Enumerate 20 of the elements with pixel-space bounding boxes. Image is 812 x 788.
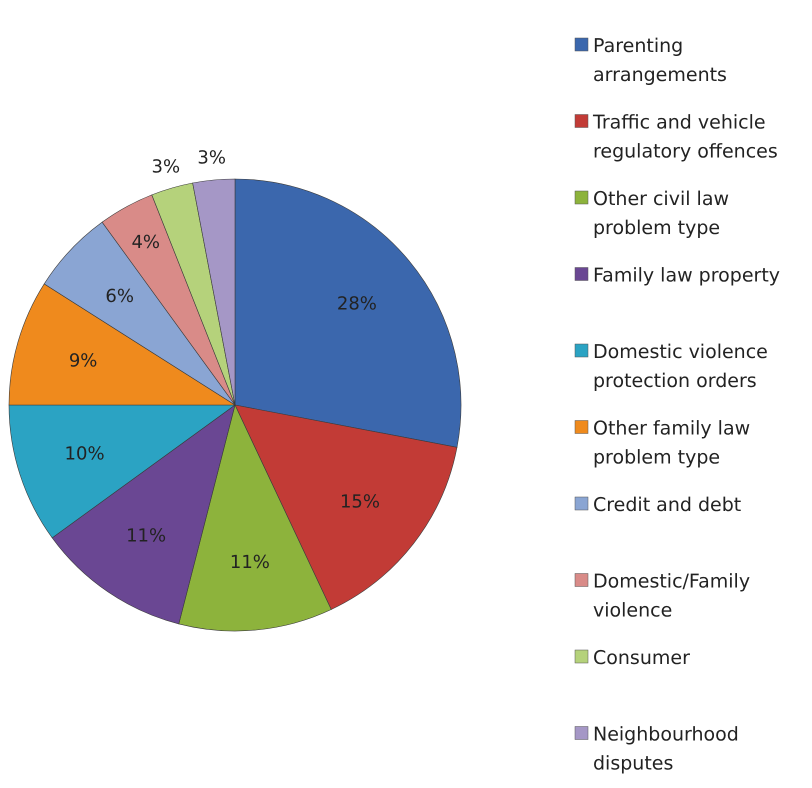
legend-label: Credit and debt [593,494,742,516]
data-label: 28% [336,294,377,315]
data-label: 11% [126,525,166,546]
legend-label: Family law property [593,264,780,286]
legend-label: Parenting arrangements [593,35,727,86]
legend-label: Traffic and vehicle regulatory offences [592,112,778,162]
data-label: 10% [64,443,105,464]
data-label: 9% [68,350,98,372]
data-label: 6% [105,286,134,308]
legend-label: Neighbourhood disputes [593,724,739,774]
data-label: 3% [197,148,226,169]
legend-label: Other civil law problem type [593,188,730,239]
legend-label: Domestic violence protection orders [593,341,768,392]
legend-label: Consumer [593,647,690,669]
data-label: 4% [131,232,160,254]
data-label: 11% [230,552,270,573]
data-label: 15% [340,491,380,512]
data-label: 3% [152,156,180,178]
legend-label: Domestic/Family violence [593,570,750,622]
legend-label: Other family law problem type [593,418,750,468]
